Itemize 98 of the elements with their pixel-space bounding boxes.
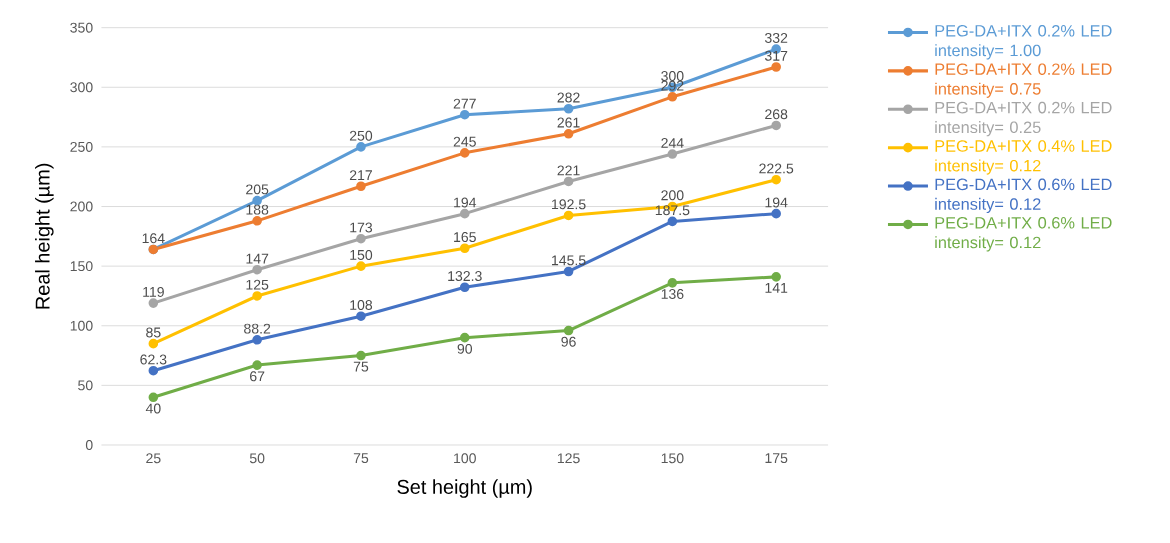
- data-label: 85: [146, 327, 161, 338]
- data-label: 88.2: [244, 323, 271, 334]
- point: [148, 338, 159, 349]
- y-tick-label: 0: [85, 440, 93, 450]
- legend-label: PEG-DA+ITX 0.6% LED intensity= 0.12: [935, 178, 1112, 214]
- data-label: 194: [454, 197, 477, 208]
- y-tick-label: 50: [78, 380, 93, 391]
- data-label: 40: [145, 403, 161, 414]
- legend-label: PEG-DA+ITX 0.2% LED intensity= 0.75: [935, 63, 1112, 98]
- data-label: 300: [661, 71, 684, 82]
- point: [252, 360, 262, 370]
- x-tick-label: 25: [146, 453, 161, 464]
- point: [667, 278, 678, 288]
- point: [563, 103, 574, 114]
- data-label: 119: [143, 286, 164, 297]
- y-tick-label: 300: [70, 82, 93, 93]
- data-label: 245: [453, 136, 476, 147]
- point: [459, 109, 470, 120]
- x-tick-label: 150: [661, 453, 684, 464]
- x-tick-label: 75: [353, 453, 369, 464]
- point: [563, 210, 574, 221]
- data-label: 332: [765, 32, 788, 43]
- y-tick-label: 150: [70, 261, 93, 272]
- data-label: 150: [350, 249, 373, 260]
- point: [771, 120, 781, 131]
- legend-label: PEG-DA+ITX 0.6% LED intensity= 0.12: [935, 216, 1112, 252]
- data-label: 188: [246, 204, 269, 215]
- data-label: 194: [765, 197, 788, 208]
- data-label: 244: [661, 138, 684, 148]
- x-tick-label: 100: [454, 453, 476, 464]
- data-label: 282: [557, 92, 580, 103]
- point: [563, 176, 574, 187]
- data-label: 205: [246, 184, 269, 195]
- point: [667, 216, 678, 227]
- point: [459, 208, 470, 219]
- point: [459, 148, 470, 158]
- data-label: 268: [765, 109, 788, 120]
- data-label: 125: [246, 279, 269, 290]
- data-label: 250: [349, 130, 373, 141]
- data-label: 164: [142, 233, 165, 244]
- point: [252, 216, 262, 226]
- x-axis-title: Set height (µm): [397, 479, 532, 498]
- point: [356, 181, 366, 192]
- data-label: 217: [349, 170, 372, 181]
- data-label: 165: [454, 232, 476, 243]
- x-tick-label: 50: [249, 453, 265, 464]
- x-tick-label: 125: [557, 453, 580, 464]
- data-label: 277: [453, 98, 476, 109]
- data-label: 222.5: [759, 163, 794, 174]
- point: [356, 142, 366, 152]
- point: [459, 282, 470, 293]
- data-label: 221: [557, 165, 580, 176]
- data-label: 145.5: [552, 255, 586, 266]
- point: [252, 264, 262, 275]
- data-label: 317: [765, 50, 788, 61]
- point: [771, 208, 781, 219]
- point: [667, 149, 678, 159]
- point: [771, 174, 781, 185]
- data-label: 173: [350, 222, 373, 233]
- y-tick-label: 350: [70, 22, 93, 33]
- point: [356, 261, 366, 271]
- data-label: 132.3: [448, 271, 482, 282]
- data-label: 192.5: [552, 199, 586, 210]
- point: [148, 392, 159, 403]
- data-label: 62.3: [140, 354, 167, 365]
- data-label: 261: [557, 117, 580, 128]
- data-label: 90: [457, 343, 473, 354]
- point: [252, 291, 262, 301]
- point: [356, 311, 366, 322]
- data-label: 96: [561, 336, 576, 347]
- y-tick-label: 200: [70, 201, 93, 212]
- data-label: 147: [246, 253, 269, 264]
- point: [252, 335, 262, 345]
- y-tick-label: 100: [70, 320, 93, 331]
- point: [667, 92, 678, 102]
- point: [148, 298, 159, 308]
- point: [563, 266, 574, 277]
- point: [148, 365, 159, 376]
- point: [459, 332, 470, 343]
- legend-label: PEG-DA+ITX 0.2% LED intensity= 1.00: [935, 25, 1112, 60]
- y-axis-title: Real height (µm): [35, 163, 54, 309]
- data-label: 200: [661, 190, 684, 201]
- y-tick-label: 250: [70, 141, 93, 152]
- point: [356, 233, 366, 244]
- point: [771, 272, 781, 282]
- point: [771, 62, 781, 72]
- data-label: 141: [765, 283, 788, 293]
- point: [356, 350, 366, 361]
- point: [563, 128, 574, 139]
- point: [563, 325, 574, 336]
- data-label: 136: [661, 289, 684, 299]
- x-tick-label: 175: [765, 453, 788, 464]
- data-label: 108: [350, 300, 373, 311]
- legend-label: PEG-DA+ITX 0.2% LED intensity= 0.25: [935, 101, 1112, 137]
- legend-label: PEG-DA+ITX 0.4% LED intensity= 0.12: [935, 140, 1112, 175]
- data-label: 75: [353, 361, 369, 372]
- point: [459, 243, 470, 254]
- data-label: 67: [250, 371, 265, 382]
